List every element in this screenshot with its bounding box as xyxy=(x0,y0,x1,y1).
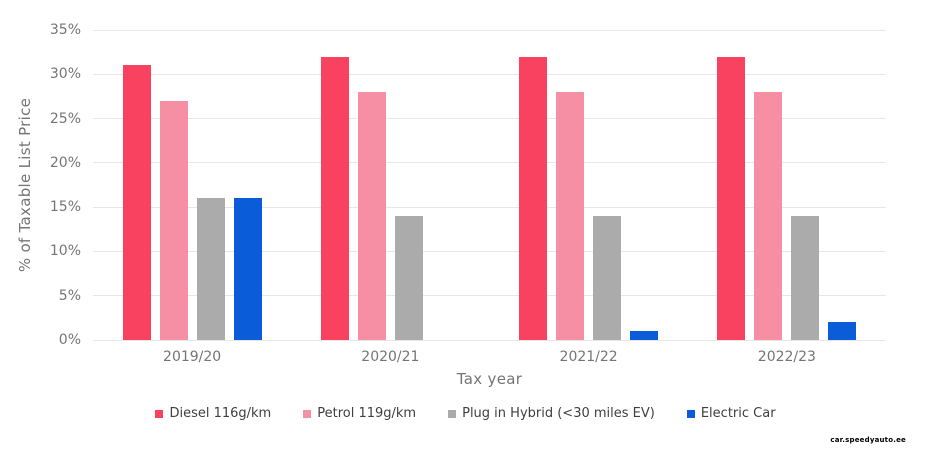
bar-s1-c1 xyxy=(357,92,386,340)
bar-s2-c0 xyxy=(196,198,225,340)
gridline xyxy=(93,73,886,75)
bar-s1-c3 xyxy=(754,92,783,340)
legend-label: Petrol 119g/km xyxy=(317,406,417,421)
bar-s2-c1 xyxy=(394,216,423,340)
y-tick-label: 15% xyxy=(49,199,81,216)
legend-swatch xyxy=(448,409,457,418)
bar-s3-c0 xyxy=(233,198,262,340)
bar-s1-c0 xyxy=(159,100,188,340)
legend-item: Plug in Hybrid (<30 miles EV) xyxy=(448,406,655,421)
bar-groups: 2019/20 2020/21 2021/22 2022/23 xyxy=(93,30,886,365)
y-axis-ticks: 0% 5% 10% 15% 20% 25% 30% 35% xyxy=(0,22,81,348)
bar-cluster xyxy=(122,30,262,340)
y-tick-label: 25% xyxy=(49,110,81,127)
legend-label: Diesel 116g/km xyxy=(169,406,272,421)
y-tick-label: 20% xyxy=(49,154,81,171)
legend-item: Electric Car xyxy=(686,406,776,421)
y-tick-label: 5% xyxy=(58,287,81,304)
bar-s0-c2 xyxy=(519,56,548,340)
bar-cluster xyxy=(320,30,460,340)
bar-group: 2020/21 xyxy=(291,30,489,365)
y-tick-label: 35% xyxy=(49,22,81,38)
bar-s2-c2 xyxy=(593,216,622,340)
y-tick-label: 10% xyxy=(49,243,81,260)
x-tick-label: 2021/22 xyxy=(559,349,618,365)
bar-cluster xyxy=(717,30,857,340)
legend-item: Diesel 116g/km xyxy=(155,406,271,421)
bar-s3-c3 xyxy=(828,322,857,340)
gridline xyxy=(93,339,886,341)
bar-group: 2021/22 xyxy=(490,30,688,365)
bar-s2-c3 xyxy=(791,216,820,340)
gridline xyxy=(93,29,886,31)
plot-area xyxy=(93,29,886,341)
legend-item: Petrol 119g/km xyxy=(303,406,416,421)
x-tick-label: 2020/21 xyxy=(361,349,420,365)
bar-s0-c0 xyxy=(122,65,151,340)
legend-label: Electric Car xyxy=(700,406,776,421)
x-tick-label: 2019/20 xyxy=(163,349,222,365)
legend-swatch xyxy=(303,409,312,418)
bar-s1-c2 xyxy=(556,92,585,340)
watermark: car.speedyauto.ee xyxy=(830,436,906,444)
bar-s0-c3 xyxy=(717,56,746,340)
bar-s0-c1 xyxy=(320,56,349,340)
x-axis-title: Tax year xyxy=(456,370,523,388)
y-tick-label: 0% xyxy=(58,332,81,348)
y-tick-label: 30% xyxy=(49,66,81,83)
legend-label: Plug in Hybrid (<30 miles EV) xyxy=(462,406,655,421)
x-tick-label: 2022/23 xyxy=(757,349,816,365)
legend: Diesel 116g/km Petrol 119g/km Plug in Hybr… xyxy=(0,406,931,421)
gridline xyxy=(93,295,886,297)
gridline xyxy=(93,118,886,120)
gridline xyxy=(93,206,886,208)
bar-group: 2019/20 xyxy=(93,30,291,365)
gridline xyxy=(93,162,886,164)
legend-swatch xyxy=(686,409,695,418)
bar-cluster xyxy=(519,30,659,340)
bar-group: 2022/23 xyxy=(688,30,886,365)
gridline xyxy=(93,250,886,252)
bar-s3-c2 xyxy=(630,331,659,340)
legend-swatch xyxy=(155,409,164,418)
